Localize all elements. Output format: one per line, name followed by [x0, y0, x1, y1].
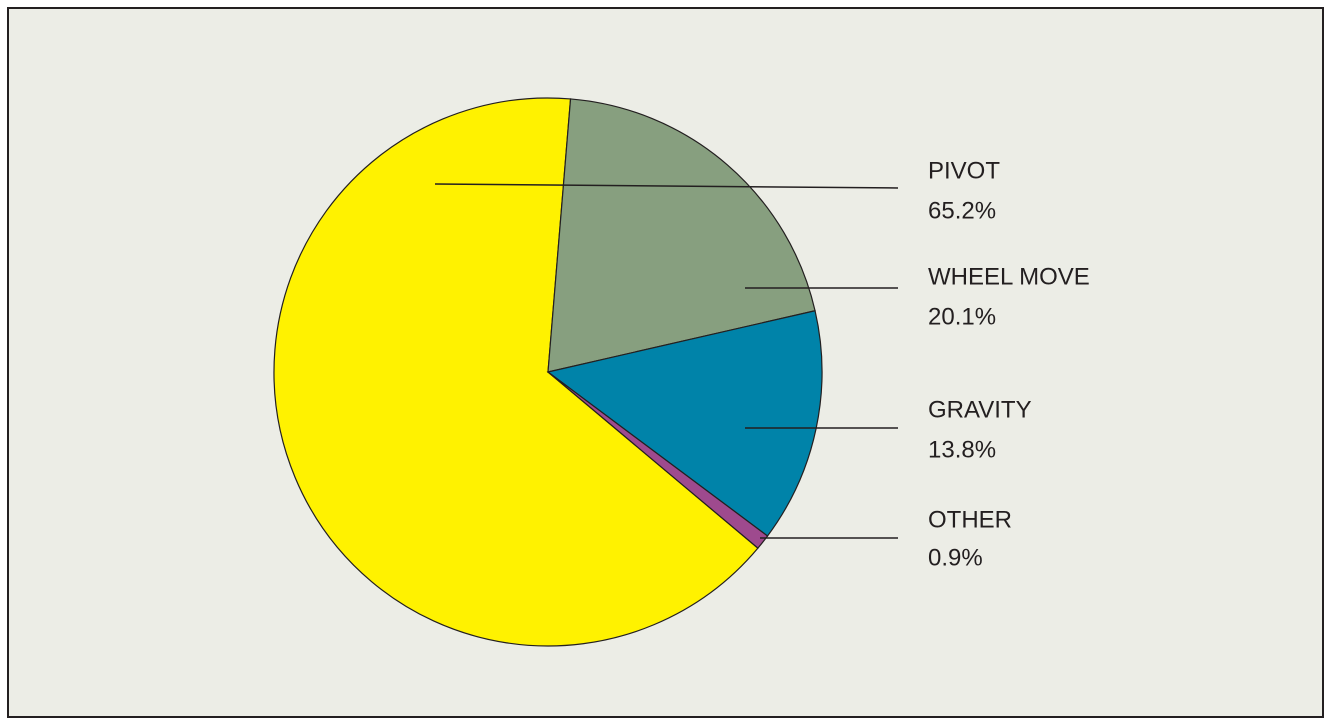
slice-value-label: 20.1%: [928, 303, 996, 330]
slice-value-label: 13.8%: [928, 436, 996, 463]
pie-slice: [273, 97, 759, 647]
slice-value-label: 65.2%: [928, 197, 996, 224]
leader-line: [434, 183, 899, 189]
slice-name: OTHER: [928, 506, 1012, 533]
slice-name: PIVOT: [928, 157, 1000, 184]
pie-slice: [547, 98, 816, 373]
slice-name: WHEEL MOVE: [928, 263, 1090, 290]
slice-value-label: 0.9%: [928, 544, 983, 571]
slice-name: GRAVITY: [928, 396, 1032, 423]
pie-slice: [547, 371, 769, 549]
